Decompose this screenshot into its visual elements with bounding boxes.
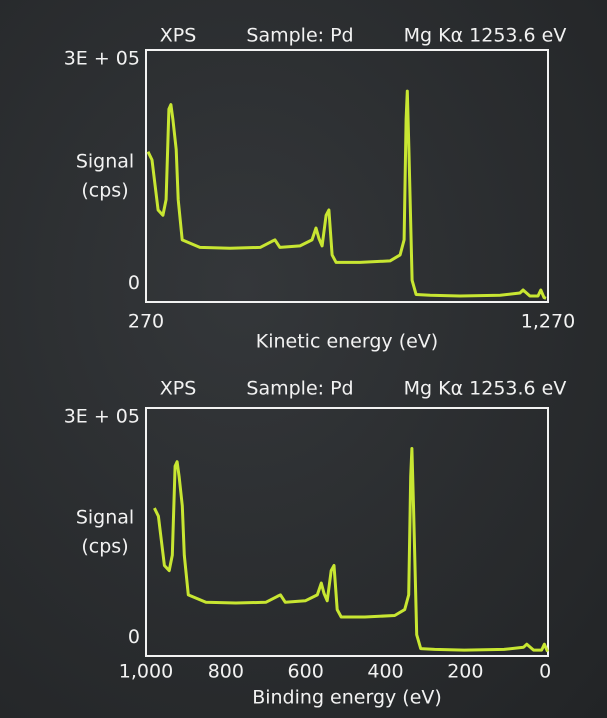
x-axis-label: Kinetic energy (eV) [256,331,438,353]
chart-title: XPS [160,25,197,47]
y-tick-label: 3E + 05 [64,405,140,427]
y-axis-label: Signal [76,151,134,173]
x-tick-label: 0 [539,661,551,683]
x-tick-label: 800 [208,661,244,683]
x-tick-label: 400 [367,661,403,683]
x-tick-label: 600 [288,661,324,683]
spectrum-line [146,89,547,300]
y-tick-label: 0 [128,626,140,648]
y-axis-label: Signal [76,507,134,529]
annotation: Mg Kα 1253.6 eV [404,378,567,400]
y-tick-label: 0 [128,272,140,294]
x-axis-label: Binding energy (eV) [252,687,442,709]
spectrum-line [153,447,549,653]
chart-title: XPS [160,378,197,400]
x-tick-label: 270 [128,311,164,333]
x-tick-label: 1,000 [119,661,173,683]
chart-subtitle: Sample: Pd [246,25,353,47]
annotation: Mg Kα 1253.6 eV [404,25,567,47]
plot-frame [145,407,549,657]
x-tick-label: 1,270 [521,311,575,333]
y-tick-label: 3E + 05 [64,47,140,69]
y-axis-label: (cps) [81,180,128,202]
y-axis-label: (cps) [81,536,128,558]
plot-frame [145,49,549,303]
chart-subtitle: Sample: Pd [246,378,353,400]
x-tick-label: 200 [447,661,483,683]
